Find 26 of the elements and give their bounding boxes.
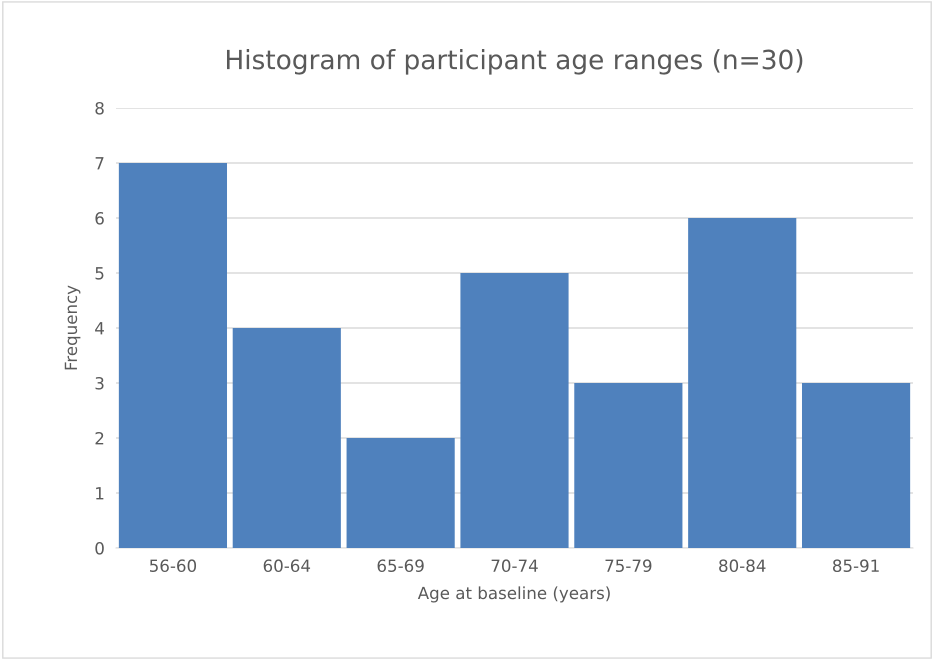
x-tick-label: 80-84 <box>719 559 766 572</box>
y-tick-label: 3 <box>96 376 104 390</box>
y-tick-label: 1 <box>96 487 104 500</box>
x-tick-label: 60-64 <box>264 559 310 572</box>
y-tick-label: 6 <box>95 212 104 225</box>
x-tick-label: 75-79 <box>606 559 652 572</box>
bar <box>802 383 910 548</box>
y-tick-label: 5 <box>96 267 104 280</box>
y-tick-label: 2 <box>96 432 104 444</box>
y-tick-label: 0 <box>95 542 104 555</box>
bar <box>460 273 569 548</box>
bar <box>118 163 228 548</box>
y-axis-title: Frequency <box>64 285 80 370</box>
bar <box>688 218 796 548</box>
x-tick-label: 65-69 <box>378 559 424 572</box>
x-tick-label: 70-74 <box>492 559 538 572</box>
x-axis-title: Age at baseline (years) <box>418 586 610 602</box>
bar <box>232 328 341 548</box>
y-tick-label: 8 <box>95 102 104 115</box>
y-tick-label: 7 <box>96 157 104 170</box>
y-tick-label: 4 <box>95 322 104 334</box>
x-tick-label: 56-60 <box>150 559 196 572</box>
chart-title: Histogram of participant age ranges (n=30) <box>226 49 802 75</box>
bar <box>346 438 455 548</box>
x-tick-label: 85-91 <box>832 559 879 572</box>
bar <box>574 383 682 548</box>
